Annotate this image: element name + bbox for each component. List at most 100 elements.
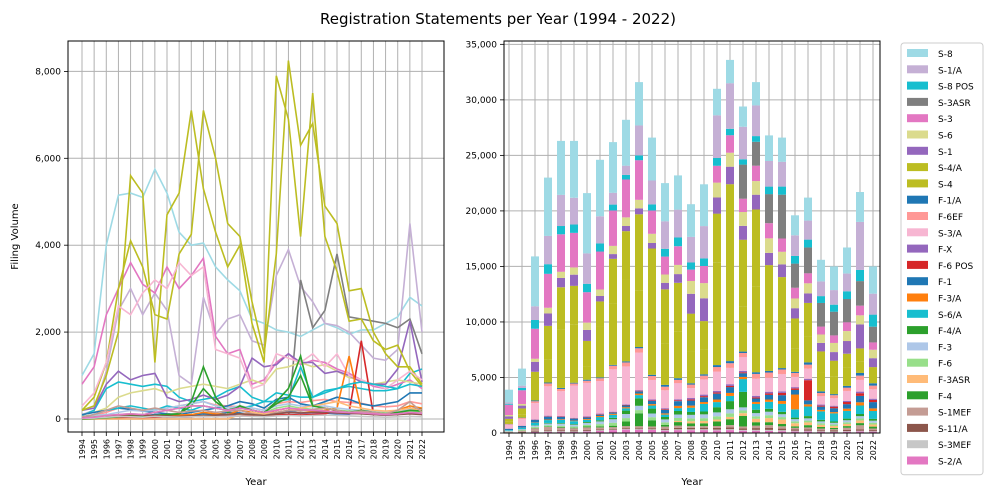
bar-segment [817, 396, 825, 405]
x-tick-label: 2001 [163, 439, 172, 459]
bar-segment [752, 286, 760, 373]
bar-segment [518, 405, 526, 409]
bar-segment [518, 414, 526, 418]
legend-label: S-6 [938, 132, 953, 142]
bar-segment [674, 408, 682, 412]
bar-segment [518, 426, 526, 428]
bar-segment [557, 140, 565, 195]
legend-label: F-3/A [938, 295, 962, 305]
bar-segment [843, 410, 851, 419]
bar-segment [518, 418, 526, 426]
bar-segment [687, 405, 695, 408]
bar-segment [674, 209, 682, 238]
bar-segment [622, 428, 630, 429]
bar-chart-bars [505, 59, 877, 434]
x-tick-label: 1999 [139, 439, 148, 459]
bar-segment [622, 179, 630, 218]
bar-segment [596, 251, 604, 290]
bar-segment [726, 413, 734, 417]
bar-segment [713, 416, 721, 420]
bar-segment [648, 413, 656, 418]
bar-chart-frame [503, 40, 881, 434]
bar-segment [544, 415, 552, 417]
bar-segment [596, 377, 604, 379]
x-tick-label: 2019 [382, 439, 391, 459]
bar-segment [791, 426, 799, 428]
bar-segment [869, 426, 877, 429]
bar-segment [635, 348, 643, 353]
x-tick-label: 2020 [843, 440, 852, 460]
bar-segment [648, 404, 656, 406]
bar-segment [609, 428, 617, 430]
bar-segment [609, 254, 617, 259]
bar-segment [765, 135, 773, 161]
bar-segment [869, 375, 877, 384]
bar-segment [817, 343, 825, 352]
bar-segment [570, 418, 578, 421]
legend-swatch [907, 49, 928, 57]
bar-segment [596, 381, 604, 414]
bar-segment [739, 239, 747, 307]
bar-segment [726, 395, 734, 402]
bar-segment [609, 204, 617, 211]
bar-segment [765, 372, 773, 378]
bar-segment [596, 296, 604, 302]
x-tick-label: 2004 [199, 439, 208, 459]
bar-segment [778, 161, 786, 187]
bar-segment [687, 384, 695, 389]
legend-swatch [907, 407, 928, 416]
bar-segment [752, 395, 760, 398]
bar-segment [804, 380, 812, 401]
bar-segment [700, 403, 708, 412]
bar-segment [544, 419, 552, 421]
bar-segment [700, 402, 708, 404]
bar-segment [778, 194, 786, 239]
bar-segment [583, 283, 591, 293]
bar-segment [869, 418, 877, 421]
bar-segment [674, 282, 682, 332]
bar-segment [739, 377, 747, 380]
series-line [81, 405, 423, 419]
legend-label: S-3 [938, 115, 953, 125]
bar-segment [752, 378, 760, 396]
bar-segment [505, 430, 513, 432]
series-line [81, 368, 423, 417]
bar-segment [687, 204, 695, 237]
bar-segment [674, 429, 682, 431]
line-chart-series [81, 60, 423, 420]
bar-segment [752, 404, 760, 410]
bar-segment [557, 417, 565, 420]
bar-segment [843, 427, 851, 431]
legend-swatch [907, 146, 928, 155]
bar-segment [713, 158, 721, 166]
bar-segment [544, 431, 552, 434]
legend-swatch [907, 440, 928, 449]
legend-label: S-11/A [938, 425, 968, 435]
bar-segment [856, 221, 864, 270]
x-tick-label: 1999 [570, 440, 579, 460]
bar-segment [830, 398, 838, 406]
y-tick-label: 20,000 [466, 207, 498, 217]
bar-segment [544, 264, 552, 274]
bar-segment [843, 404, 851, 409]
bar-segment [700, 283, 708, 299]
bar-segment [544, 426, 552, 427]
bar-segment [635, 413, 643, 427]
bar-segment [570, 224, 578, 233]
bar-segment [739, 413, 747, 416]
bar-segment [531, 419, 539, 420]
x-tick-label: 2007 [674, 440, 683, 460]
bar-segment [804, 220, 812, 240]
bar-segment [518, 430, 526, 431]
bar-segment [817, 431, 825, 433]
bar-segment [765, 422, 773, 426]
bar-segment [869, 420, 877, 423]
bar-segment [570, 140, 578, 198]
bar-segment [648, 420, 656, 427]
bar-segment [856, 379, 864, 392]
legend-label: F-1 [938, 278, 952, 288]
bar-segment [648, 429, 656, 430]
bar-segment [622, 217, 630, 227]
bar-segment [661, 274, 669, 283]
